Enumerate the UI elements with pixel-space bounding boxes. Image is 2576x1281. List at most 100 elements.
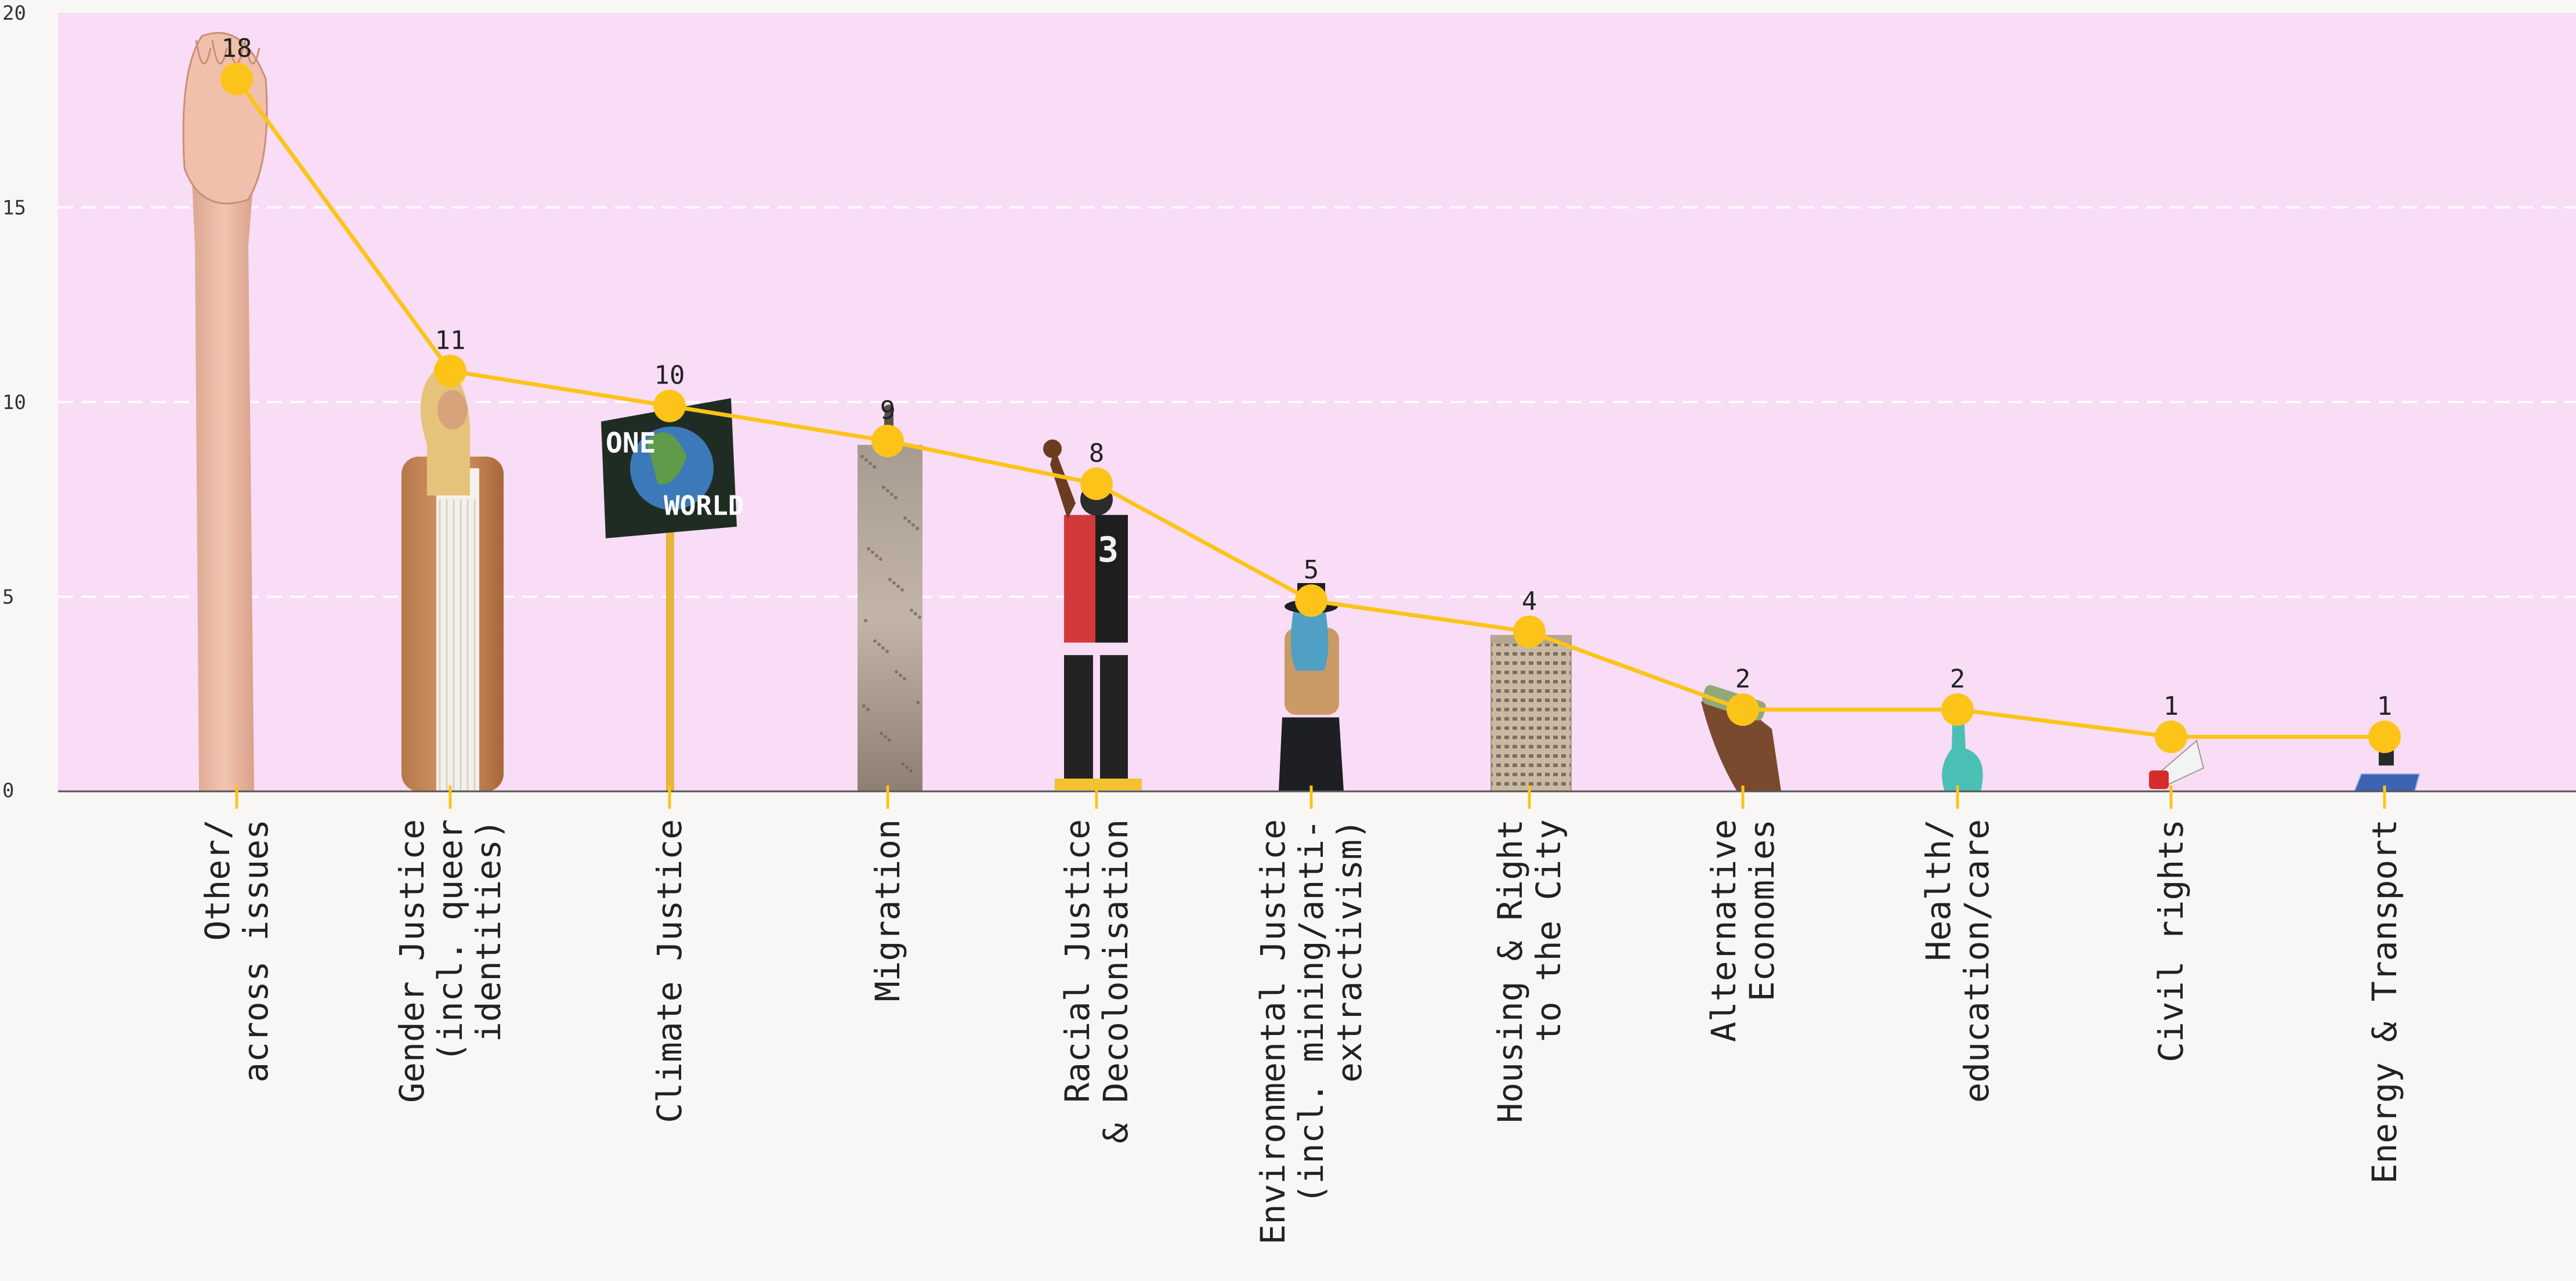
y-tick-label: 0 bbox=[2, 779, 14, 802]
jersey-number: 3 bbox=[1098, 530, 1119, 570]
tower-texture bbox=[916, 700, 920, 704]
trousers bbox=[1279, 717, 1344, 791]
category-label-line: Other/ bbox=[198, 819, 237, 941]
data-point bbox=[1080, 467, 1113, 500]
tower-texture bbox=[860, 454, 864, 458]
data-point bbox=[871, 425, 904, 458]
y-tick-label: 20 bbox=[2, 2, 26, 25]
data-label: 18 bbox=[222, 34, 252, 63]
tower-texture bbox=[880, 731, 883, 735]
data-point bbox=[1727, 693, 1759, 726]
arm-shape bbox=[189, 110, 260, 791]
tower-texture bbox=[862, 704, 866, 708]
category-label-line: (incl. mining/anti- bbox=[1291, 819, 1331, 1204]
data-label: 2 bbox=[1735, 664, 1751, 694]
megaphone bbox=[2149, 739, 2205, 790]
category-label: Environmental Justice(incl. mining/anti-… bbox=[1253, 819, 1369, 1244]
category-label-line: Economies bbox=[1742, 819, 1782, 1001]
globe-land bbox=[646, 432, 687, 484]
tower-texture bbox=[886, 488, 889, 493]
category-label-line: Health/ bbox=[1919, 819, 1958, 961]
tower-texture bbox=[903, 676, 906, 681]
sign-text-world: WORLD bbox=[664, 490, 744, 522]
face bbox=[437, 390, 468, 430]
tower-texture bbox=[879, 557, 882, 561]
tower-texture bbox=[864, 618, 867, 623]
y-tick-label: 5 bbox=[2, 586, 14, 609]
category-label: Racial Justice& Decolonisation bbox=[1058, 819, 1135, 1144]
knuckle-line bbox=[195, 39, 212, 65]
solar-panel bbox=[2353, 773, 2421, 792]
category-label: Energy & Transport bbox=[2365, 819, 2404, 1184]
category-label: Other/across issues bbox=[198, 819, 276, 1083]
tower-texture bbox=[910, 608, 913, 612]
category-label-line: identities) bbox=[469, 819, 508, 1042]
tower-texture bbox=[900, 588, 904, 592]
data-label: 2 bbox=[1950, 664, 1966, 694]
data-point bbox=[220, 63, 253, 96]
category-label: Climate Justice bbox=[650, 819, 689, 1123]
data-point bbox=[2368, 721, 2401, 754]
jersey-black bbox=[1095, 515, 1128, 643]
gloved-hand-pointing bbox=[1942, 701, 1983, 791]
megaphone-handle bbox=[2149, 770, 2169, 789]
category-label-line: Climate Justice bbox=[650, 819, 689, 1123]
shoes bbox=[1055, 779, 1142, 790]
knuckle-line bbox=[211, 39, 228, 65]
sign-pole bbox=[666, 519, 674, 791]
tower-texture bbox=[882, 485, 885, 489]
category-label-line: Energy & Transport bbox=[2365, 819, 2404, 1184]
tower-texture bbox=[903, 516, 907, 520]
drag-performer bbox=[401, 367, 504, 791]
glove bbox=[1942, 701, 1983, 791]
blue-hair bbox=[1290, 608, 1329, 671]
y-tick-label: 10 bbox=[2, 391, 26, 414]
category-label-line: Gender Justice bbox=[392, 819, 432, 1103]
tower-texture bbox=[894, 495, 898, 500]
tower-texture bbox=[888, 577, 892, 581]
category-label-line: Housing & Right bbox=[1490, 819, 1530, 1123]
tower-texture bbox=[888, 738, 891, 742]
tower-texture bbox=[873, 639, 877, 643]
figure-head bbox=[884, 404, 894, 415]
category-label-line: Racial Justice bbox=[1058, 819, 1097, 1103]
building bbox=[1490, 635, 1572, 792]
category-label-line: education/care bbox=[1957, 819, 1996, 1103]
data-label: 10 bbox=[654, 361, 685, 390]
tower-texture bbox=[892, 581, 896, 585]
tower-texture bbox=[914, 611, 917, 616]
category-label: Health/education/care bbox=[1919, 819, 1996, 1103]
fist bbox=[1043, 439, 1062, 458]
data-label: 5 bbox=[1304, 555, 1319, 585]
tower-texture bbox=[875, 553, 878, 558]
raised-arm bbox=[1050, 448, 1076, 519]
tower-texture bbox=[911, 523, 915, 527]
data-point bbox=[653, 389, 686, 422]
data-label: 8 bbox=[1089, 439, 1105, 468]
category-label-line: extractivism) bbox=[1330, 819, 1369, 1083]
data-point bbox=[1295, 584, 1327, 617]
tower-texture bbox=[890, 492, 893, 496]
tower bbox=[858, 444, 922, 791]
data-label: 11 bbox=[435, 325, 466, 355]
tower-texture bbox=[918, 615, 921, 619]
x-axis bbox=[58, 786, 2576, 809]
data-label: 4 bbox=[1522, 587, 1537, 616]
tower-texture bbox=[885, 649, 889, 653]
data-point bbox=[1513, 615, 1546, 648]
category-label: Civil rights bbox=[2151, 819, 2191, 1062]
tower-texture bbox=[899, 673, 902, 677]
tower-texture bbox=[905, 765, 909, 769]
category-label-line: to the City bbox=[1529, 819, 1568, 1042]
series-markers bbox=[220, 63, 2401, 754]
tower-texture bbox=[871, 550, 874, 554]
data-point bbox=[434, 354, 466, 388]
leg-right bbox=[1100, 655, 1128, 780]
data-point bbox=[2155, 721, 2187, 754]
y-axis-tick-labels: 0 5 10 15 20 bbox=[2, 2, 26, 802]
